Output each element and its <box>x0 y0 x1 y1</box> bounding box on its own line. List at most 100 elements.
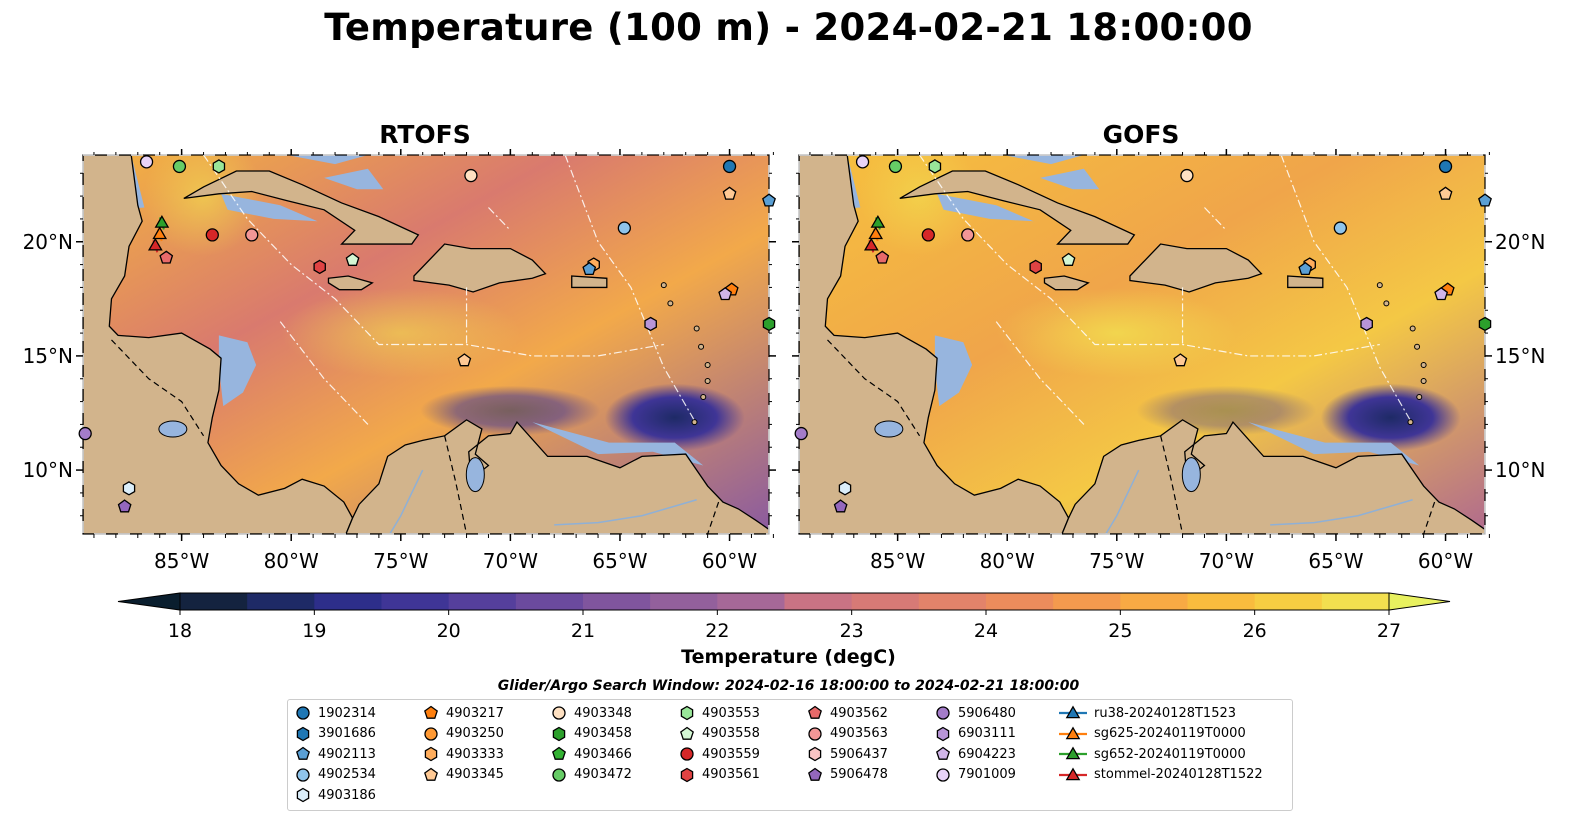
legend-glyph <box>424 726 438 741</box>
float-marker-4903558 <box>345 252 360 266</box>
legend-glyph <box>296 726 310 741</box>
lake-maracaibo <box>1181 457 1201 493</box>
legend-marker-4903217 <box>424 705 438 719</box>
legend-item-4903553: 4903553 <box>678 704 760 722</box>
glider-marker-sg625-20240119T0000 <box>868 226 884 240</box>
land-4 <box>327 275 374 291</box>
legend-marker-4903345 <box>424 767 438 781</box>
legend-glyph <box>680 726 694 740</box>
legend-glyph <box>680 767 694 783</box>
legend-label: 4903558 <box>702 726 760 742</box>
float-marker-5906480 <box>78 426 92 441</box>
legend-label: 6903111 <box>958 726 1016 742</box>
lake-nicaragua <box>158 420 188 438</box>
colorbar-extend-low <box>117 592 181 611</box>
colorbar-tick-label: 19 <box>302 620 326 642</box>
lon-tick-label: 85°W <box>154 549 209 573</box>
legend-glyph <box>296 768 310 782</box>
float-marker-4903472 <box>888 159 903 174</box>
legend-label: 4903250 <box>446 726 504 742</box>
legend-marker-5906437 <box>808 746 822 762</box>
float-marker-4903345 <box>722 186 737 200</box>
float-marker-1902314 <box>722 159 737 174</box>
legend-marker-7901009 <box>936 768 950 782</box>
float-marker-5906480 <box>794 426 808 441</box>
float-marker-4903563 <box>961 228 975 242</box>
land-6 <box>1072 155 1074 157</box>
float-marker-4903553 <box>928 159 942 174</box>
legend-marker-6904223 <box>936 746 950 761</box>
map-panel-gofs: 85°W 80°W 75°W 70°W 65°W 60°W 20°N 15°N 10°N <box>792 149 1545 573</box>
float-marker-4903458 <box>762 316 776 332</box>
legend-item-5906480: 5906480 <box>934 704 1016 722</box>
colorbar-tick-label: 26 <box>1243 620 1267 642</box>
lon-tick-label: 60°W <box>1418 549 1473 573</box>
lake-nicaragua <box>874 420 904 438</box>
legend-item-ru38-20240128T1523: ru38-20240128T1523 <box>1058 704 1236 722</box>
float-marker-4902534 <box>617 221 631 235</box>
legend-label: 4903333 <box>446 746 504 762</box>
legend-label: 4903563 <box>830 726 888 742</box>
float-marker-4903472 <box>172 159 187 174</box>
legend-glyph <box>424 705 438 719</box>
legend-label: 5906480 <box>958 705 1016 721</box>
legend-label: 1902314 <box>318 705 376 721</box>
float-marker-4902534 <box>1333 221 1347 235</box>
legend-glyph <box>552 768 566 782</box>
float-marker-7901009 <box>139 155 154 169</box>
legend-glyph <box>552 726 566 741</box>
legend-marker-4903563 <box>808 726 822 741</box>
legend-glyph <box>936 746 950 761</box>
land-5 <box>571 275 608 289</box>
colorbar-bin <box>381 593 450 610</box>
legend-item-sg625-20240119T0000: sg625-20240119T0000 <box>1058 725 1246 743</box>
legend-label: stommel-20240128T1522 <box>1094 767 1263 783</box>
legend-marker-4903458 <box>552 726 566 741</box>
colorbar-bin <box>1053 593 1121 610</box>
shelf-area <box>1002 155 1084 165</box>
shelf-area <box>934 335 973 407</box>
legend-marker-4903466 <box>552 746 566 761</box>
colorbar-bin <box>180 593 248 610</box>
legend-label: 5906437 <box>830 746 888 762</box>
colorbar-bin <box>1120 593 1189 610</box>
land-1 <box>345 419 769 534</box>
land-6 <box>356 155 358 157</box>
lon-tick-label: 75°W <box>1089 549 1144 573</box>
colorbar: 18 19 20 21 22 23 24 25 26 27 <box>117 592 1451 642</box>
land-5 <box>1287 275 1324 289</box>
legend-marker-stommel-20240128T1522 <box>1059 767 1087 781</box>
legend-item-5906478: 5906478 <box>806 766 888 784</box>
float-marker-4903553 <box>212 159 226 174</box>
lat-tick-label: 20°N <box>23 230 73 254</box>
legend-glyph <box>936 726 950 741</box>
legend-label: 4903458 <box>574 726 632 742</box>
glider-marker-stommel-20240128T1522 <box>863 237 879 251</box>
legend-label: 5906478 <box>830 767 888 783</box>
float-marker-5906478 <box>117 499 132 513</box>
float-marker-4902113 <box>1298 261 1313 276</box>
legend-glyph <box>808 726 822 741</box>
legend-label: 4903466 <box>574 746 632 762</box>
float-marker-6903111 <box>1360 316 1373 332</box>
legend-glyph <box>808 705 822 719</box>
legend-marker-4903348 <box>552 706 566 720</box>
land-4 <box>1043 275 1090 291</box>
colorbar-bin <box>515 593 584 610</box>
float-marker-4903559 <box>205 228 219 242</box>
colorbar-label: Temperature (degC) <box>681 646 896 668</box>
land-2 <box>183 170 420 245</box>
legend-glyph <box>424 746 438 762</box>
legend-glyph <box>936 706 950 720</box>
land-2 <box>899 170 1136 245</box>
shelf-area <box>286 155 368 165</box>
float-marker-5906478 <box>833 499 848 513</box>
legend: 1902314 3901686 4902113 4902534 4903186 49032… <box>287 699 1293 811</box>
float-marker-4903562 <box>875 250 890 264</box>
shelf-area <box>532 422 704 466</box>
legend-marker-6903111 <box>936 726 950 741</box>
legend-item-4903472: 4903472 <box>550 766 632 784</box>
legend-item-4903217: 4903217 <box>422 704 504 722</box>
legend-item-4903466: 4903466 <box>550 745 632 763</box>
